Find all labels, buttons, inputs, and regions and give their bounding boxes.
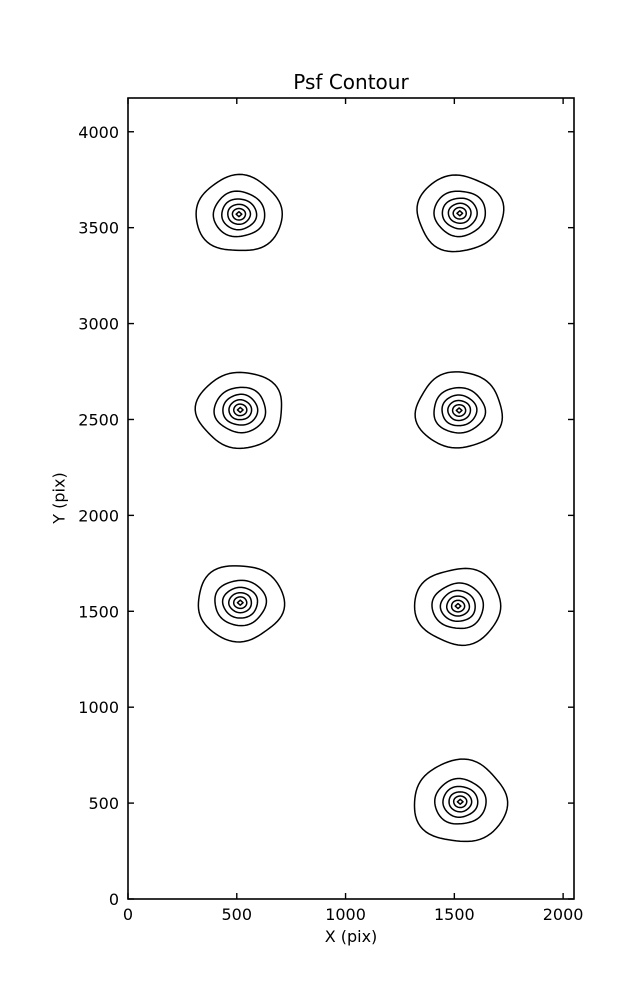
contour-level-2 [442, 785, 479, 818]
contour-level-2 [441, 197, 478, 230]
contour-level-3 [447, 202, 472, 224]
contour-level-3 [445, 595, 471, 617]
contour-level-5 [454, 602, 462, 610]
contour-level-4 [231, 207, 247, 221]
x-tick-label: 2000 [543, 905, 584, 924]
contour-level-3 [228, 591, 253, 614]
contour-level-1 [433, 190, 487, 238]
contour-level-0 [416, 174, 505, 253]
contour-level-2 [441, 394, 478, 427]
y-tick-label: 500 [88, 794, 119, 813]
y-tick-label: 2000 [78, 506, 119, 525]
contour-level-2 [439, 589, 476, 622]
contour-level-0 [414, 371, 504, 449]
contour-level-4 [232, 596, 248, 610]
contour-level-3 [448, 791, 473, 813]
contour-level-0 [194, 371, 283, 450]
y-tick-label: 0 [109, 890, 119, 909]
contour-level-5 [456, 798, 464, 805]
contour-level-5 [455, 407, 463, 414]
contour-level-1 [214, 579, 268, 627]
x-tick-label: 0 [123, 905, 133, 924]
contour-level-4 [233, 403, 248, 417]
y-tick-label: 1000 [78, 698, 119, 717]
contour-level-4 [452, 795, 468, 809]
contour-level-0 [195, 173, 284, 252]
y-tick-label: 4000 [78, 123, 119, 142]
contour-level-5 [456, 210, 464, 217]
y-tick-label: 3500 [78, 219, 119, 238]
contour-level-2 [222, 393, 259, 426]
contour-level-1 [212, 190, 266, 238]
y-tick-label: 2500 [78, 410, 119, 429]
contour-level-2 [221, 586, 259, 619]
contour-level-3 [447, 399, 472, 422]
contour-level-5 [235, 210, 243, 218]
contour-level-1 [433, 386, 487, 434]
contour-level-1 [213, 386, 267, 434]
contour-level-0 [413, 758, 509, 843]
y-tick-label: 3000 [78, 315, 119, 334]
x-tick-label: 1000 [325, 905, 366, 924]
chart-title: Psf Contour [293, 70, 409, 94]
x-tick-label: 500 [222, 905, 253, 924]
contour-level-5 [236, 406, 244, 414]
contour-level-4 [451, 404, 467, 418]
contour-level-1 [431, 582, 485, 630]
axes-frame [127, 97, 575, 900]
y-tick-label: 1500 [78, 602, 119, 621]
contour-level-5 [236, 599, 244, 606]
contour-level-1 [434, 777, 487, 825]
x-tick-label: 1500 [434, 905, 475, 924]
contour-level-2 [221, 198, 258, 231]
contour-level-3 [228, 398, 253, 421]
contour-level-4 [452, 206, 467, 220]
contour-level-4 [450, 599, 466, 613]
contour-level-3 [227, 203, 252, 226]
x-axis-label: X (pix) [324, 927, 378, 946]
contour-level-0 [197, 565, 286, 643]
contour-level-0 [413, 567, 502, 647]
